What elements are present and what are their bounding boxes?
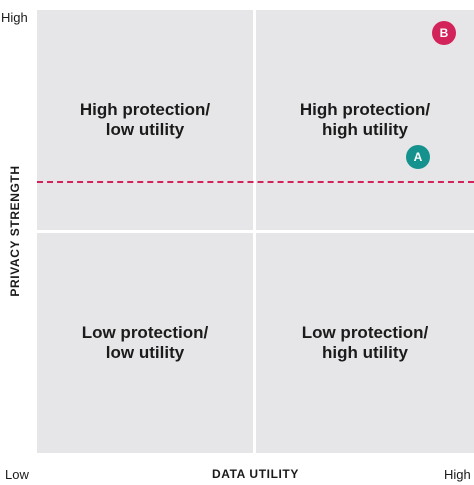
x-axis-low-label: Low (5, 467, 29, 482)
x-axis-high-label: High (444, 467, 471, 482)
quadrant-label-line1: Low protection/ (301, 323, 429, 342)
threshold-dashed-line (37, 181, 474, 183)
x-axis-title: DATA UTILITY (212, 467, 299, 481)
quadrant-label-line2: low utility (105, 343, 185, 362)
quadrant-label: High protection/ high utility (300, 100, 430, 140)
y-axis-high-label: High (1, 10, 28, 25)
y-axis-title: PRIVACY STRENGTH (8, 165, 22, 297)
quadrant-label-line1: High protection/ (299, 100, 431, 119)
quadrant-high-protection-low-utility: High protection/ low utility (37, 10, 253, 230)
quadrant-label-line1: Low protection/ (81, 323, 209, 342)
quadrant-low-protection-low-utility: Low protection/ low utility (37, 233, 253, 453)
quadrant-label-line2: low utility (105, 120, 185, 139)
quadrant-label-line2: high utility (322, 343, 408, 362)
quadrant-label: High protection/ low utility (80, 100, 210, 140)
quadrant-high-protection-high-utility: High protection/ high utility (256, 10, 474, 230)
quadrant-label: Low protection/ high utility (302, 323, 429, 363)
marker-b: B (432, 21, 456, 45)
quadrant-low-protection-high-utility: Low protection/ high utility (256, 233, 474, 453)
quadrant-label-line1: High protection/ (79, 100, 211, 119)
marker-a: A (406, 145, 430, 169)
quadrant-label-line2: high utility (322, 120, 408, 139)
quadrant-label: Low protection/ low utility (82, 323, 209, 363)
